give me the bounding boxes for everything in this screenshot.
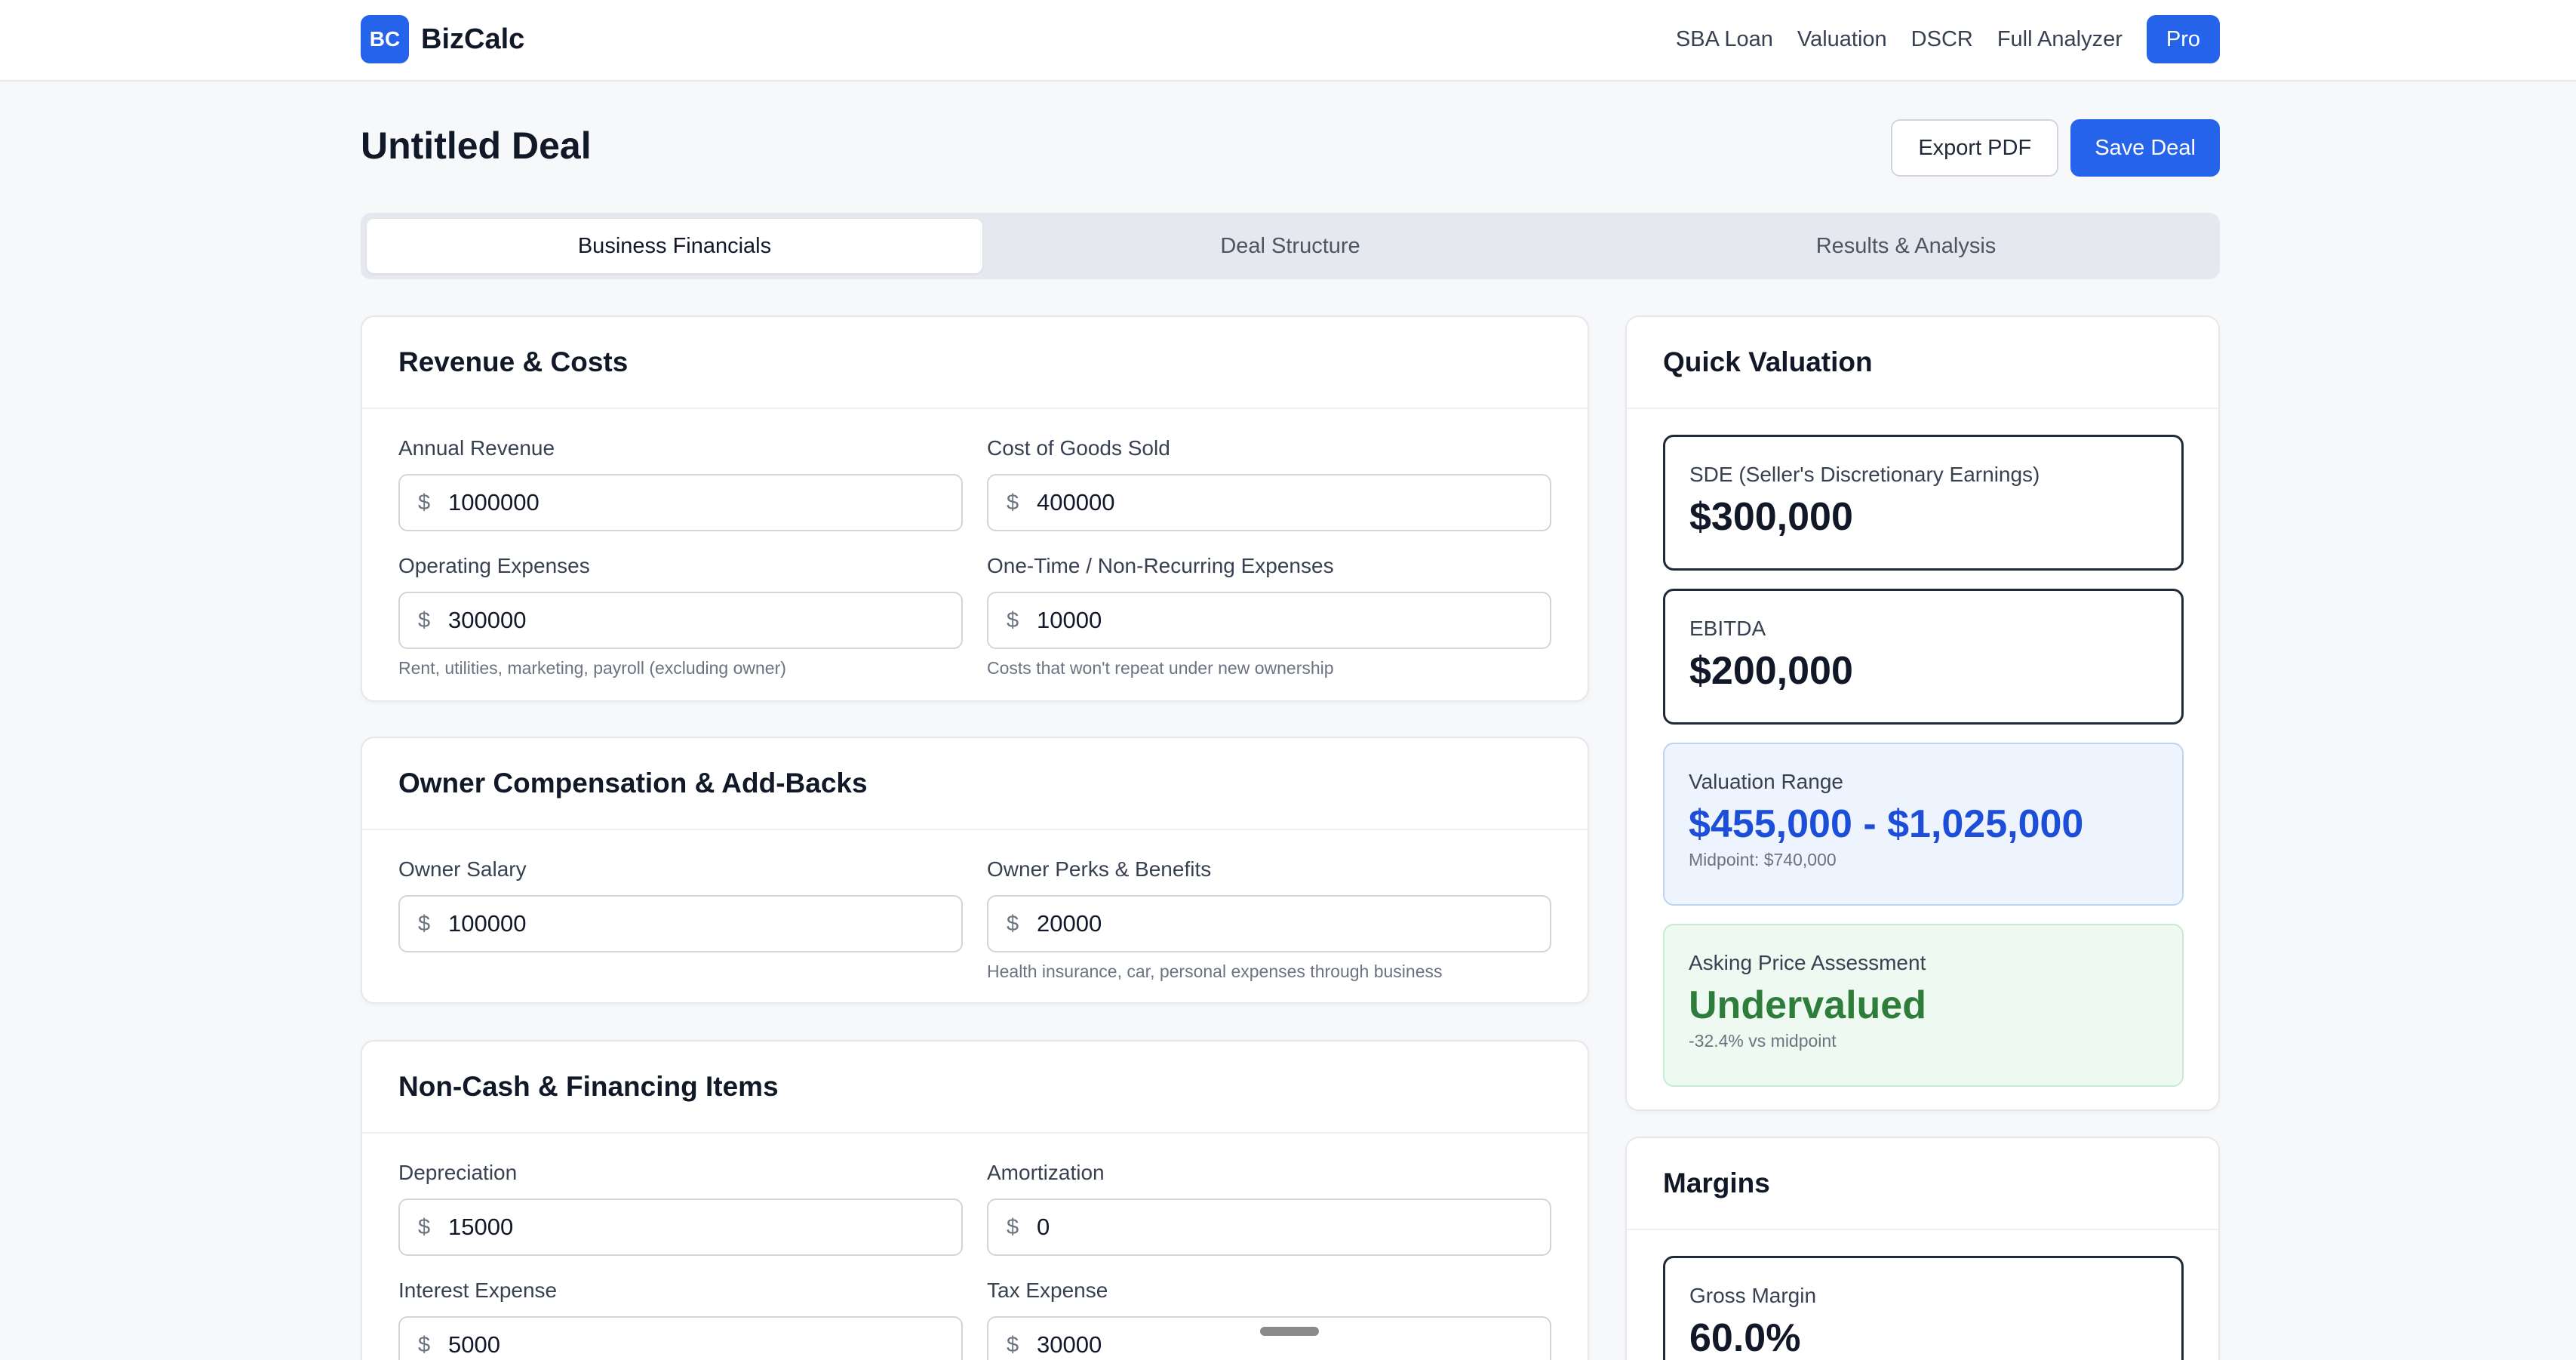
annual-revenue-input[interactable] <box>448 489 931 516</box>
card-title: Owner Compensation & Add-Backs <box>398 768 868 798</box>
dollar-icon: $ <box>418 911 431 936</box>
field-label: Owner Salary <box>398 857 527 881</box>
header-actions: Export PDF Save Deal <box>1891 119 2220 177</box>
page-title: Untitled Deal <box>361 125 592 167</box>
valuation-midpoint: Midpoint: $740,000 <box>1689 850 1837 869</box>
card-title: Non-Cash & Financing Items <box>398 1071 779 1102</box>
dollar-icon: $ <box>1007 490 1019 515</box>
field-label: Cost of Goods Sold <box>987 436 1170 460</box>
scroll-indicator[interactable] <box>1260 1327 1319 1336</box>
valuation-range-metric: Valuation Range $455,000 - $1,025,000 Mi… <box>1663 743 2184 906</box>
nav-link-dscr[interactable]: DSCR <box>1910 26 1973 51</box>
brand[interactable]: BC BizCalc <box>361 15 524 63</box>
field-label: Operating Expenses <box>398 554 590 577</box>
field-label: Interest Expense <box>398 1278 558 1302</box>
brand-name: BizCalc <box>421 23 525 55</box>
sde-metric: SDE (Seller's Discretionary Earnings) $3… <box>1663 435 2184 571</box>
sde-value: $300,000 <box>1689 495 1853 539</box>
dollar-icon: $ <box>418 490 431 515</box>
card-title: Quick Valuation <box>1663 346 1873 377</box>
nav-link-full-analyzer[interactable]: Full Analyzer <box>1997 26 2123 51</box>
dollar-icon: $ <box>1007 1332 1019 1357</box>
dollar-icon: $ <box>418 608 431 632</box>
top-navbar: BC BizCalc SBA Loan Valuation DSCR Full … <box>0 0 2576 82</box>
tax-expense-field: Tax Expense $ <box>987 1278 1551 1360</box>
gross-margin-value: 60.0% <box>1689 1316 1801 1360</box>
metric-label: Asking Price Assessment <box>1689 951 1926 974</box>
field-hint: Rent, utilities, marketing, payroll (exc… <box>398 658 786 678</box>
interest-expense-input[interactable] <box>448 1331 931 1358</box>
amortization-input[interactable] <box>1037 1214 1520 1241</box>
field-hint: Health insurance, car, personal expenses… <box>987 962 1443 981</box>
opex-field: Operating Expenses $ Rent, utilities, ma… <box>398 554 963 678</box>
tab-results-analysis[interactable]: Results & Analysis <box>1815 233 1997 258</box>
interest-expense-field: Interest Expense $ <box>398 1278 963 1360</box>
metric-label: Valuation Range <box>1689 770 1843 793</box>
field-label: Tax Expense <box>987 1278 1108 1302</box>
owner-salary-input[interactable] <box>448 910 931 937</box>
depreciation-input[interactable] <box>448 1214 931 1241</box>
non-cash-financing-card: Non-Cash & Financing Items Depreciation … <box>361 1040 1589 1360</box>
tab-business-financials[interactable]: Business Financials <box>367 219 982 273</box>
gross-margin-metric: Gross Margin 60.0% <box>1663 1256 2184 1360</box>
ebitda-metric: EBITDA $200,000 <box>1663 589 2184 725</box>
field-hint: Costs that won't repeat under new owners… <box>987 658 1334 678</box>
nav-link-valuation[interactable]: Valuation <box>1797 26 1887 51</box>
revenue-costs-card: Revenue & Costs Annual Revenue $ Cost of… <box>361 315 1589 702</box>
tab-deal-structure[interactable]: Deal Structure <box>1220 233 1360 258</box>
dollar-icon: $ <box>1007 1214 1019 1239</box>
tab-bar: Business Financials Deal Structure Resul… <box>361 213 2220 279</box>
main-nav: SBA Loan Valuation DSCR Full Analyzer Pr… <box>1652 15 2220 63</box>
opex-input[interactable] <box>448 607 931 634</box>
tax-expense-input[interactable] <box>1037 1331 1520 1358</box>
asking-price-metric: Asking Price Assessment Undervalued -32.… <box>1663 924 2184 1087</box>
amortization-field: Amortization $ <box>987 1161 1551 1256</box>
save-deal-button[interactable]: Save Deal <box>2070 119 2220 177</box>
one-time-expenses-field: One-Time / Non-Recurring Expenses $ Cost… <box>987 554 1551 678</box>
margins-card: Margins Gross Margin 60.0% <box>1625 1137 2220 1360</box>
field-label: Annual Revenue <box>398 436 555 460</box>
field-label: Owner Perks & Benefits <box>987 857 1212 881</box>
owner-perks-input[interactable] <box>1037 910 1520 937</box>
valuation-range-value: $455,000 - $1,025,000 <box>1689 802 2084 846</box>
field-label: Depreciation <box>398 1161 518 1184</box>
card-title: Margins <box>1663 1168 1770 1198</box>
dollar-icon: $ <box>418 1332 431 1357</box>
one-time-expenses-input[interactable] <box>1037 607 1520 634</box>
owner-salary-field: Owner Salary $ <box>398 857 963 952</box>
dollar-icon: $ <box>418 1214 431 1239</box>
cogs-field: Cost of Goods Sold $ <box>987 436 1551 531</box>
field-label: One-Time / Non-Recurring Expenses <box>987 554 1334 577</box>
assessment-sub: -32.4% vs midpoint <box>1689 1031 1837 1051</box>
annual-revenue-field: Annual Revenue $ <box>398 436 963 531</box>
depreciation-field: Depreciation $ <box>398 1161 963 1256</box>
nav-link-sba-loan[interactable]: SBA Loan <box>1675 26 1773 51</box>
metric-label: EBITDA <box>1689 617 1766 640</box>
export-pdf-button[interactable]: Export PDF <box>1891 119 2059 177</box>
card-title: Revenue & Costs <box>398 346 629 377</box>
dollar-icon: $ <box>1007 608 1019 632</box>
ebitda-value: $200,000 <box>1689 649 1853 693</box>
metric-label: Gross Margin <box>1689 1284 1817 1307</box>
field-label: Amortization <box>987 1161 1105 1184</box>
quick-valuation-card: Quick Valuation SDE (Seller's Discretion… <box>1625 315 2220 1111</box>
cogs-input[interactable] <box>1037 489 1520 516</box>
brand-logo-icon: BC <box>361 15 409 63</box>
owner-compensation-card: Owner Compensation & Add-Backs Owner Sal… <box>361 737 1589 1004</box>
owner-perks-field: Owner Perks & Benefits $ Health insuranc… <box>987 857 1551 982</box>
pro-button[interactable]: Pro <box>2146 15 2220 63</box>
assessment-value: Undervalued <box>1689 983 1926 1027</box>
dollar-icon: $ <box>1007 911 1019 936</box>
metric-label: SDE (Seller's Discretionary Earnings) <box>1689 463 2040 486</box>
